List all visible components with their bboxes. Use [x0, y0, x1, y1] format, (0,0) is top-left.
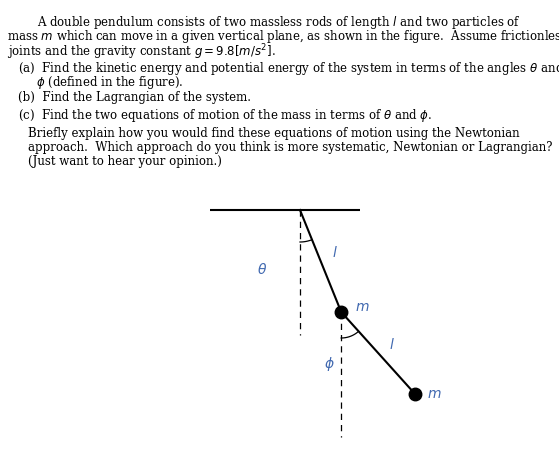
- Text: (c)  Find the two equations of motion of the mass in terms of $\theta$ and $\phi: (c) Find the two equations of motion of …: [18, 107, 432, 124]
- Text: $m$: $m$: [355, 300, 369, 314]
- Text: mass $m$ which can move in a given vertical plane, as shown in the figure.  Assu: mass $m$ which can move in a given verti…: [7, 28, 559, 45]
- Text: $\phi$ (defined in the figure).: $\phi$ (defined in the figure).: [36, 74, 183, 91]
- Text: (Just want to hear your opinion.): (Just want to hear your opinion.): [28, 155, 222, 168]
- Text: Briefly explain how you would find these equations of motion using the Newtonian: Briefly explain how you would find these…: [28, 127, 520, 140]
- Text: $l$: $l$: [331, 245, 338, 260]
- Text: joints and the gravity constant $g = 9.8[m/s^2]$.: joints and the gravity constant $g = 9.8…: [7, 42, 276, 61]
- Text: (b)  Find the Lagrangian of the system.: (b) Find the Lagrangian of the system.: [18, 91, 251, 104]
- Text: $\theta$: $\theta$: [257, 263, 267, 278]
- Text: approach.  Which approach do you think is more systematic, Newtonian or Lagrangi: approach. Which approach do you think is…: [28, 141, 552, 154]
- Text: A double pendulum consists of two massless rods of length $l$ and two particles : A double pendulum consists of two massle…: [37, 14, 521, 31]
- Text: $\phi$: $\phi$: [324, 355, 334, 373]
- Text: $m$: $m$: [427, 387, 442, 401]
- Text: $l$: $l$: [389, 337, 395, 352]
- Text: (a)  Find the kinetic energy and potential energy of the system in terms of the : (a) Find the kinetic energy and potentia…: [18, 60, 559, 77]
